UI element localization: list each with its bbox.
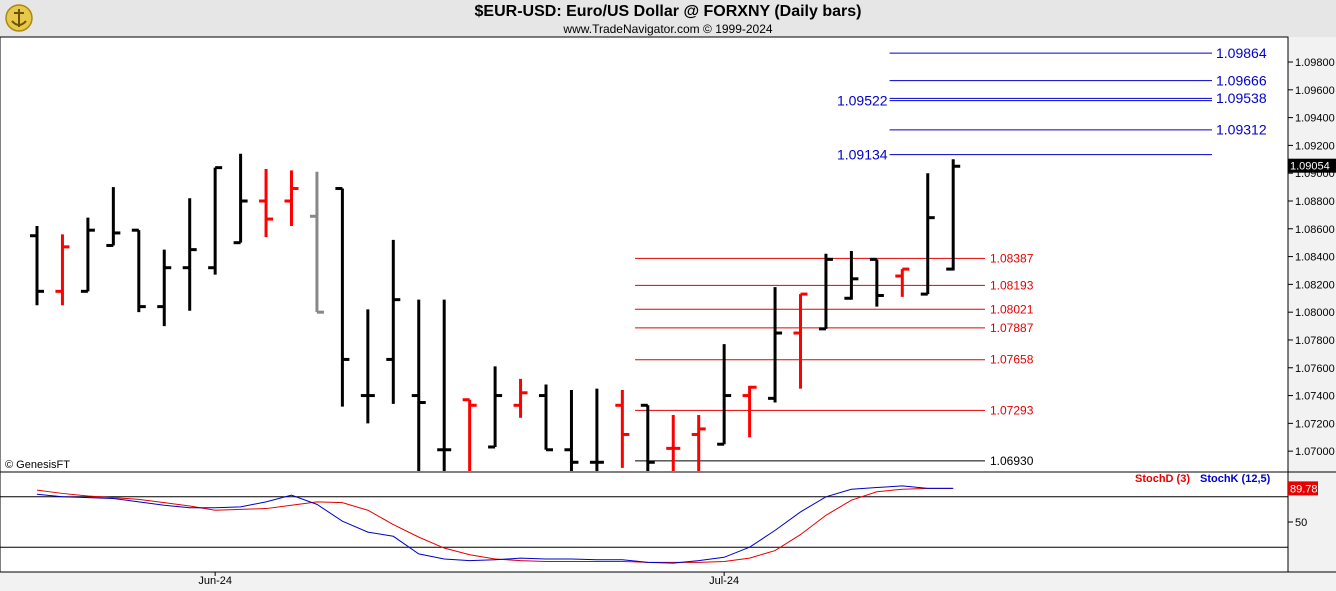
- y-tick-label: 1.09600: [1295, 85, 1335, 97]
- ohlc-bar: [615, 390, 630, 468]
- ohlc-bar: [869, 257, 884, 307]
- ohlc-bar: [666, 415, 681, 471]
- level-label: 1.08193: [990, 278, 1034, 292]
- y-tick-label: 1.09800: [1295, 57, 1335, 69]
- last-price-box: [1288, 158, 1336, 173]
- stoch-series-line: [36, 485, 954, 564]
- legend-stochk: StochK (12,5): [1200, 473, 1271, 485]
- level-label: 1.08021: [990, 302, 1034, 316]
- y-tick-label: 1.09400: [1295, 113, 1335, 125]
- ohlc-bar: [233, 153, 248, 245]
- y-tick-label: 1.07200: [1295, 418, 1335, 430]
- y-tick-label: 1.08600: [1295, 224, 1335, 236]
- date-axis-bg: [0, 572, 1288, 591]
- ohlc-bar: [946, 159, 961, 271]
- ohlc-bar: [768, 287, 783, 403]
- x-tick-label: Jun-24: [198, 575, 232, 587]
- level-label: 1.09134: [837, 147, 888, 163]
- chart-title: $EUR-USD: Euro/US Dollar @ FORXNY (Daily…: [474, 3, 862, 20]
- ohlc-bar: [131, 228, 146, 313]
- level-label: 1.07293: [990, 403, 1034, 417]
- level-label: 1.06930: [990, 454, 1034, 468]
- y-tick-label: 1.07000: [1295, 446, 1335, 458]
- last-price-label: 1.09054: [1290, 161, 1330, 173]
- ohlc-bar: [411, 299, 426, 471]
- y-tick-label: 1.07800: [1295, 335, 1335, 347]
- ohlc-bar: [106, 187, 121, 247]
- level-label: 1.09312: [1216, 122, 1267, 138]
- ohlc-bar: [157, 249, 172, 327]
- ohlc-bar: [742, 385, 757, 438]
- ohlc-bar: [691, 415, 706, 471]
- y-tick-label: 1.08200: [1295, 279, 1335, 291]
- level-label: 1.09538: [1216, 90, 1267, 106]
- level-label: 1.07887: [990, 321, 1034, 335]
- chart-subtitle: www.TradeNavigator.com © 1999-2024: [563, 22, 773, 36]
- ohlc-bar: [360, 309, 375, 424]
- level-label: 1.09864: [1216, 45, 1267, 61]
- legend-stochd: StochD (3): [1135, 473, 1190, 485]
- ohlc-bar: [564, 390, 579, 471]
- level-label: 1.09666: [1216, 72, 1267, 88]
- stoch-last-label: 89.78: [1290, 483, 1318, 495]
- level-label: 1.09522: [837, 93, 888, 109]
- ohlc-bar: [55, 234, 70, 306]
- ohlc-bar: [818, 253, 833, 331]
- ohlc-bar: [589, 388, 604, 471]
- stoch-panel-frame: [0, 471, 1289, 573]
- anchor-logo-icon: [5, 4, 33, 32]
- stoch-last-box: [1288, 481, 1318, 496]
- stoch-series-line: [36, 487, 954, 563]
- chart-header: [0, 0, 1336, 37]
- ohlc-bar: [920, 173, 935, 296]
- ohlc-bar: [539, 384, 553, 452]
- ohlc-bar: [259, 169, 274, 238]
- ohlc-bar: [335, 186, 350, 407]
- y-tick-label: 1.07400: [1295, 391, 1335, 403]
- ohlc-bar: [462, 398, 477, 471]
- y-tick-label: 1.08400: [1295, 252, 1335, 264]
- x-tick-label: Jul-24: [709, 575, 739, 587]
- ohlc-bar: [793, 292, 808, 389]
- y-tick-label: 1.08000: [1295, 307, 1335, 319]
- ohlc-bar: [30, 226, 44, 306]
- y-tick-label: 1.07600: [1295, 363, 1335, 375]
- ohlc-bar: [488, 366, 503, 449]
- y-tick-label: 1.08800: [1295, 196, 1335, 208]
- ohlc-bar: [717, 344, 732, 446]
- ohlc-bar: [895, 267, 910, 297]
- ohlc-bar: [640, 403, 655, 471]
- copyright-label: © GenesisFT: [5, 459, 70, 471]
- stoch-tick-label: 50: [1295, 517, 1307, 529]
- y-tick-label: 1.09200: [1295, 140, 1335, 152]
- level-label: 1.07658: [990, 353, 1034, 367]
- price-axis-bg: [1288, 37, 1336, 591]
- ohlc-bar: [80, 217, 95, 293]
- level-label: 1.08387: [990, 251, 1034, 265]
- ohlc-bar: [513, 378, 528, 418]
- ohlc-bar: [284, 170, 299, 227]
- ohlc-bar: [437, 299, 452, 471]
- ohlc-bar: [182, 198, 197, 311]
- ohlc-bar: [309, 171, 324, 314]
- ohlc-bar: [844, 251, 859, 300]
- ohlc-bar: [208, 166, 223, 275]
- ohlc-bar: [386, 239, 401, 404]
